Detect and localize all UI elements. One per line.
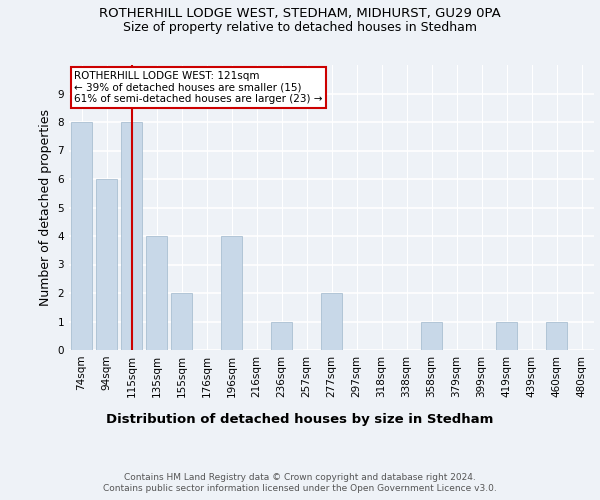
Text: Contains public sector information licensed under the Open Government Licence v3: Contains public sector information licen… [103,484,497,493]
Text: ROTHERHILL LODGE WEST, STEDHAM, MIDHURST, GU29 0PA: ROTHERHILL LODGE WEST, STEDHAM, MIDHURST… [99,8,501,20]
Bar [221,236,242,350]
Bar [121,122,142,350]
Bar [146,236,167,350]
Bar [96,179,117,350]
Text: ROTHERHILL LODGE WEST: 121sqm
← 39% of detached houses are smaller (15)
61% of s: ROTHERHILL LODGE WEST: 121sqm ← 39% of d… [74,70,323,104]
Bar [421,322,442,350]
Bar [546,322,567,350]
Bar [71,122,92,350]
Bar [321,293,342,350]
Bar [271,322,292,350]
Text: Distribution of detached houses by size in Stedham: Distribution of detached houses by size … [106,412,494,426]
Bar [496,322,517,350]
Text: Contains HM Land Registry data © Crown copyright and database right 2024.: Contains HM Land Registry data © Crown c… [124,472,476,482]
Bar [171,293,192,350]
Y-axis label: Number of detached properties: Number of detached properties [39,109,52,306]
Text: Size of property relative to detached houses in Stedham: Size of property relative to detached ho… [123,21,477,34]
